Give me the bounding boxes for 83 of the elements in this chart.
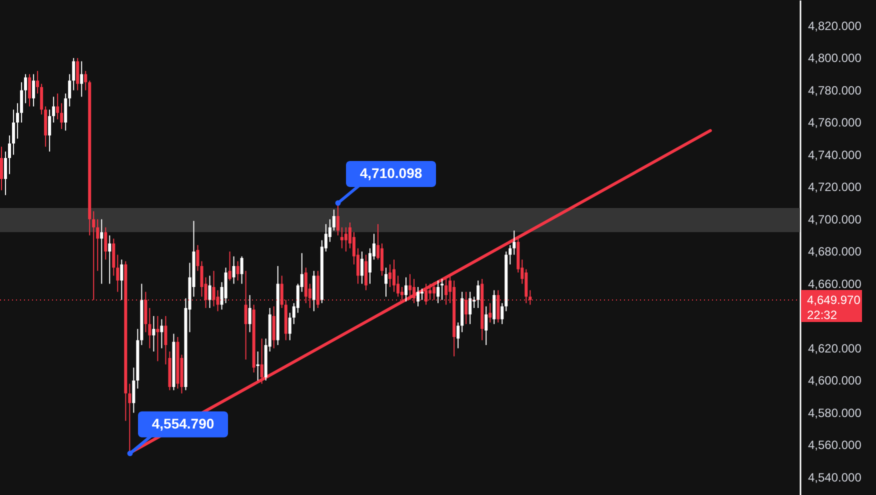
candlestick: [196, 244, 200, 272]
candlestick: [456, 322, 460, 349]
candlestick: [392, 259, 396, 292]
y-tick-label: 4,660.000: [808, 276, 862, 291]
candlestick: [384, 267, 388, 298]
candlestick: [340, 226, 344, 249]
candlestick: [40, 83, 44, 115]
candlestick: [476, 280, 480, 308]
candlestick: [132, 367, 136, 414]
candlestick: [48, 109, 52, 152]
candlestick: [28, 74, 32, 107]
candlestick: [416, 286, 420, 307]
candlestick: [120, 259, 124, 300]
candlestick: [52, 96, 56, 124]
candlestick: [160, 318, 164, 349]
candlestick: [332, 209, 336, 232]
candlestick: [148, 307, 152, 349]
ref-line-label: 4,649.970: [807, 292, 861, 307]
candlestick: [8, 134, 12, 175]
candlestick: [512, 230, 516, 256]
candlestick: [344, 226, 348, 252]
candlestick: [104, 226, 108, 260]
candlestick: [96, 218, 100, 272]
candlestick: [420, 288, 424, 300]
candlestick: [388, 264, 392, 288]
candlestick: [20, 82, 24, 124]
y-tick-label: 4,760.000: [808, 116, 862, 130]
candlestick: [100, 218, 104, 284]
y-tick-label: 4,600.000: [808, 374, 862, 388]
text: 22:32: [807, 308, 838, 322]
candlestick: [360, 251, 364, 284]
candlestick: [240, 256, 244, 284]
candlestick: [72, 58, 76, 91]
candlestick: [236, 260, 240, 282]
y-tick-label: 4,580.000: [808, 406, 862, 420]
candlestick: [256, 351, 260, 382]
candlestick: [16, 102, 20, 140]
candlestick: [0, 146, 4, 191]
candlestick: [288, 312, 292, 341]
candlestick: [500, 302, 504, 325]
candlestick: [116, 254, 120, 292]
candlestick: [60, 102, 64, 130]
candlestick: [156, 316, 160, 362]
candlestick: [164, 316, 168, 365]
y-tick-label: 4,620.000: [808, 341, 862, 356]
candlestick: [152, 316, 156, 352]
candlestick: [84, 70, 88, 91]
candlestick: [488, 302, 492, 323]
candlestick: [436, 280, 440, 304]
y-tick-label: 4,780.000: [808, 83, 862, 98]
y-tick-label: 4,560.000: [808, 438, 862, 452]
candlestick: [260, 338, 264, 384]
candlestick: [12, 109, 16, 156]
candlestick: [228, 251, 232, 282]
y-tick-label: 4,700.000: [808, 212, 862, 226]
candlestick: [508, 244, 512, 265]
annotation: 4,710.098: [360, 165, 422, 181]
y-tick-label: 4,740.000: [808, 148, 862, 162]
y-tick-label: 4,720.000: [808, 180, 862, 194]
y-tick-label: 4,540.000: [808, 470, 862, 484]
candlestick: [200, 260, 204, 298]
y-tick-label: 4,680.000: [808, 244, 862, 259]
y-tick-label: 4,800.000: [808, 51, 862, 66]
candlestick: [368, 248, 372, 284]
candlestick: [108, 234, 112, 284]
candlestick: [36, 70, 40, 94]
candlestick: [404, 276, 408, 302]
candlestick: [440, 278, 444, 300]
candlestick: [32, 74, 36, 107]
candlestick: [232, 256, 236, 284]
candlestick: [24, 74, 28, 104]
candlestick: [4, 151, 8, 196]
candlestick: [248, 294, 252, 333]
candlestick: [380, 242, 384, 276]
candlestick: [484, 306, 488, 346]
candlestick: [468, 291, 472, 325]
annotation: 4,554.790: [152, 415, 214, 432]
candlestick: [68, 74, 72, 107]
candlestick: [208, 275, 212, 308]
candlestick: [80, 60, 84, 98]
candlestick: [76, 58, 80, 91]
y-tick-label: 4,820.000: [808, 18, 862, 33]
candlestick: [56, 93, 60, 120]
